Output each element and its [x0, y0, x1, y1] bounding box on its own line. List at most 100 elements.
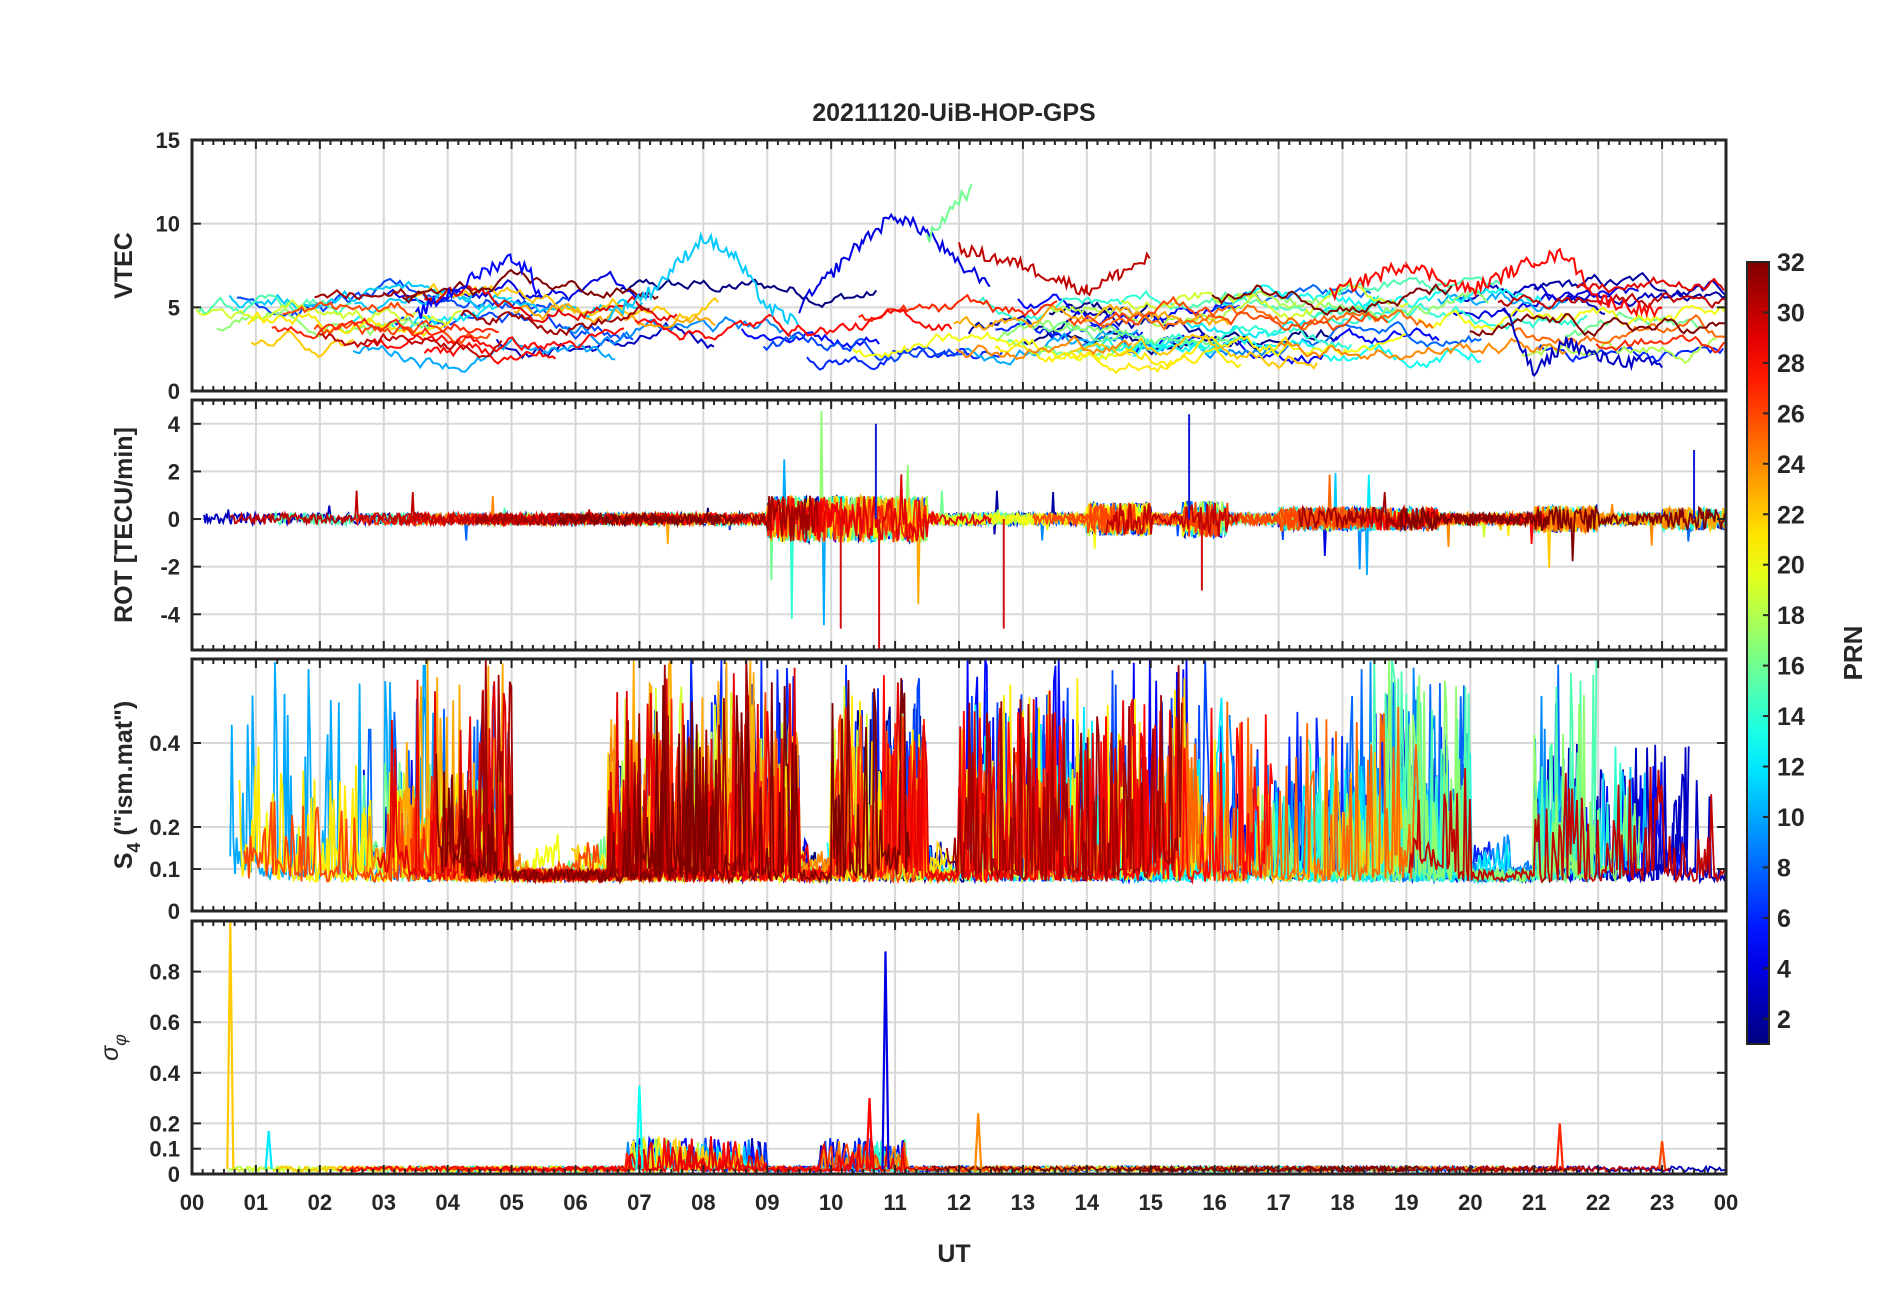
s4-border [190, 657, 1728, 913]
sigma_phi-frame [190, 919, 1728, 1176]
vtec-prn-1-line [620, 278, 878, 309]
sigma-phi-series [226, 921, 1726, 1175]
vtec-prn-15-line [1170, 290, 1380, 319]
s4-label-main: S [110, 853, 138, 870]
vtec-series-1 [414, 253, 542, 319]
vtec-prn-7-line [762, 331, 969, 363]
x-tick-label: 15 [1139, 1190, 1163, 1215]
x-tick-label: 11 [883, 1190, 906, 1215]
x-tick-label: 07 [627, 1190, 651, 1215]
colorbar-tick-label: 12 [1777, 754, 1805, 782]
s4-y-tick-label: 0.1 [149, 857, 180, 882]
vtec-prn-28-line [634, 308, 953, 341]
vtec-prn-14-line [976, 289, 1173, 325]
x-tick-label: 00 [180, 1190, 204, 1215]
s4-prn-30-line [1408, 766, 1727, 884]
vtec-prn-16-line [1042, 320, 1241, 346]
colorbar-tick-label: 22 [1777, 501, 1805, 529]
sigma-label-main: σ [96, 1045, 124, 1061]
vtec-prn-25-line [1513, 313, 1725, 347]
rot-y-tick-label: -2 [160, 555, 180, 580]
colorbar-tick-label: 10 [1777, 804, 1805, 832]
colorbar-tick-label: 28 [1777, 350, 1805, 378]
vtec-prn-24-line [955, 335, 1133, 361]
colorbar-tick-label: 4 [1777, 955, 1791, 983]
vtec-series-0 [1328, 247, 1663, 319]
rot-y-axis-label: ROT [TECU/min] [110, 427, 138, 623]
rot-series [203, 410, 1727, 650]
vtec-prn-17-line [995, 320, 1124, 341]
vtec-y-axis-label: VTEC [110, 232, 138, 299]
rot-y-tick-label: 0 [168, 507, 180, 532]
sigma-peak-7 [1658, 1140, 1667, 1170]
x-tick-label: 13 [1011, 1190, 1035, 1215]
vtec-series [195, 183, 1726, 377]
chart-title: 20211120-UiB-HOP-GPS [812, 99, 1095, 127]
x-tick-label: 18 [1330, 1190, 1354, 1215]
x-tick-label: 06 [563, 1190, 587, 1215]
vtec-prn-17-line [1279, 288, 1489, 321]
rot-prn-31-line [1298, 491, 1534, 531]
vtec-prn-6-line [1536, 343, 1724, 363]
s4-y-tick-label: 0.4 [149, 731, 180, 756]
s4-frame [190, 657, 1728, 913]
x-tick-label: 05 [499, 1190, 523, 1215]
vtec-prn-15-line [197, 293, 352, 316]
rot-prn-29-line [816, 474, 992, 542]
sigma-phi-panel: 00.10.2 0.4 0.6 0.8 σφ [96, 919, 1728, 1187]
rot-prn-32-line [1399, 504, 1727, 562]
colorbar-tick-label: 8 [1777, 854, 1791, 882]
vtec-series-5 [958, 242, 1151, 297]
s4-panel: 0 0.1 0.2 0.4 S4 ("ism.mat") [110, 657, 1728, 924]
colorbar-tick-label: 14 [1777, 703, 1805, 731]
vtec-prn-31-line [460, 303, 650, 337]
vtec-prn-30-line [319, 332, 503, 359]
vtec-prn-29-line [1576, 275, 1725, 294]
colorbar-gradient [1746, 261, 1770, 1045]
rot-frame [190, 398, 1728, 652]
rot-prn-26-line [1067, 502, 1387, 538]
x-tick-label: 22 [1586, 1190, 1610, 1215]
sigma-prn-19-line [233, 1163, 513, 1174]
s4-y-tick-label: 0 [168, 899, 180, 924]
sigma-label-sub: φ [110, 1034, 130, 1046]
vtec-prn-22-line [414, 282, 719, 322]
sigma_phi-y-tick-label: 0.2 [149, 1111, 180, 1136]
sigma-peak-4 [865, 1098, 874, 1169]
x-tick-label: 10 [819, 1190, 843, 1215]
vtec-border [190, 138, 1728, 393]
s4-prn-32-line [633, 678, 911, 885]
sigma-peak-1 [264, 1130, 273, 1169]
rot-y-tick-label: 4 [168, 412, 181, 437]
vtec-prn-10-line [352, 336, 616, 373]
sigma_phi-axis-layer: 00.10.2 0.4 0.6 0.8 [149, 921, 1726, 1187]
sigma-peak-6 [1555, 1123, 1564, 1169]
sigma-peak-3 [881, 951, 890, 1169]
rot-prn-30-line [1105, 502, 1239, 537]
vtec-prn-5-line [1124, 327, 1440, 366]
vtec-prn-27-line [1595, 334, 1726, 354]
rot-y-tick-label: 2 [168, 459, 180, 484]
vtec-prn-27-line [858, 293, 1058, 323]
vtec-prn-4-line [1452, 286, 1639, 320]
x-tick-label: 04 [435, 1190, 460, 1215]
x-tick-label: 08 [691, 1190, 715, 1215]
sigma_phi-y-tick-label: 0.4 [149, 1061, 180, 1086]
vtec-prn-9-line [562, 315, 797, 347]
vtec-prn-26-line [282, 301, 415, 319]
s4-label-rest: ("ism.mat") [110, 701, 138, 843]
s4-series [229, 658, 1727, 886]
vtec-prn-6-line [995, 320, 1144, 341]
colorbar-tick-label: 32 [1777, 249, 1805, 277]
s4-prn-32-line [435, 753, 712, 884]
s4-y-tick-label: 0.2 [149, 815, 180, 840]
x-tick-label: 16 [1202, 1190, 1226, 1215]
sigma_phi-border [190, 919, 1728, 1176]
vtec-frame [190, 138, 1728, 393]
sigma_phi-y-tick-label: 0.6 [149, 1010, 180, 1035]
colorbar-tick-label: 16 [1777, 653, 1805, 681]
vtec-prn-21-line [247, 311, 450, 338]
x-tick-label: 09 [755, 1190, 779, 1215]
sigma-peak-5 [974, 1113, 983, 1169]
colorbar-label: PRN [1838, 626, 1868, 681]
